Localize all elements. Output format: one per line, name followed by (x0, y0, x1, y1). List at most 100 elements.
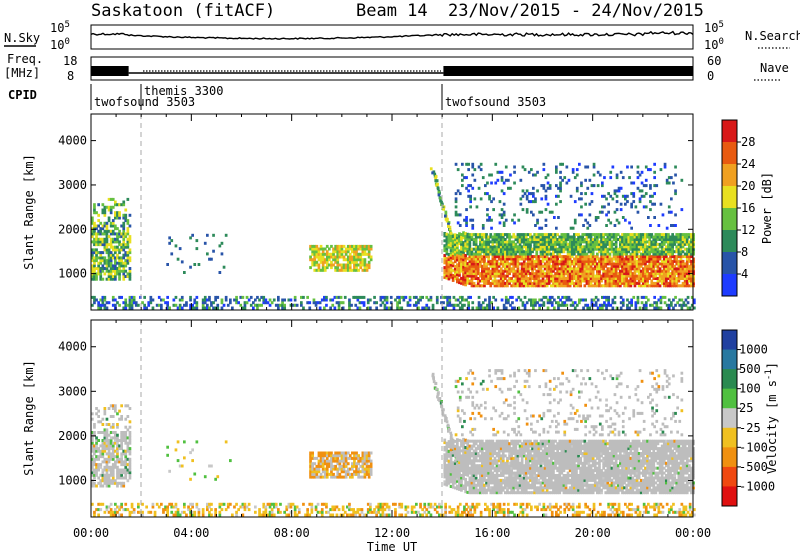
range-gate-cell (568, 296, 571, 299)
range-gate-cell (223, 304, 226, 307)
range-gate-cell (689, 307, 692, 310)
range-gate-cell (196, 440, 199, 443)
range-gate-cell (116, 450, 119, 453)
range-gate-cell (382, 301, 385, 304)
range-gate-cell (99, 307, 102, 310)
range-gate-cell (300, 304, 303, 307)
range-gate-cell (124, 452, 127, 455)
range-gate-cell (99, 420, 102, 423)
range-gate-cell (398, 299, 401, 302)
range-gate-cell (448, 299, 451, 302)
freq-strip: Freq. [MHz] 18 8 60 0 Nave (4, 52, 789, 83)
range-gate-cell (216, 475, 219, 478)
range-gate-cell (124, 214, 127, 217)
range-gate-cell (685, 304, 688, 307)
range-gate-cell (114, 259, 117, 262)
range-gate-cell (555, 184, 558, 187)
range-gate-cell (453, 296, 456, 299)
range-gate-cell (99, 463, 102, 466)
range-gate-cell (108, 460, 111, 463)
range-gate-cell (302, 307, 305, 310)
range-gate-cell (347, 470, 350, 473)
range-gate-cell (635, 304, 638, 307)
range-gate-cell (368, 261, 371, 264)
range-gate-cell (112, 296, 115, 299)
range-gate-cell (338, 304, 341, 307)
range-gate-cell (364, 258, 367, 261)
range-gate-cell (430, 299, 433, 302)
date-range: 23/Nov/2015 - 24/Nov/2015 (448, 1, 704, 21)
range-gate-cell (106, 240, 109, 243)
range-gate-cell (532, 213, 535, 216)
range-gate-cell (593, 163, 596, 166)
range-gate-cell (99, 262, 102, 265)
range-gate-cell (603, 205, 606, 208)
range-gate-cell (129, 463, 132, 466)
range-gate-cell (330, 266, 333, 269)
range-gate-cell (574, 219, 577, 222)
range-gate-cell (262, 296, 265, 299)
range-gate-cell (618, 221, 621, 224)
range-gate-cell (330, 452, 333, 455)
range-gate-cell (331, 304, 334, 307)
range-gate-cell (465, 187, 468, 190)
range-gate-cell (655, 184, 658, 187)
range-gate-cell (198, 263, 201, 266)
range-gate-cell (467, 189, 470, 192)
range-gate-cell (127, 415, 130, 418)
range-gate-cell (206, 234, 209, 237)
colorbar-swatch (722, 274, 737, 297)
range-gate-cell (461, 163, 464, 166)
range-gate-cell (95, 278, 98, 281)
range-gate-cell (637, 211, 640, 214)
range-gate-cell (486, 213, 489, 216)
nsky-trace (91, 32, 693, 40)
range-gate-cell (129, 235, 132, 238)
range-gate-cell (122, 482, 125, 485)
range-gate-cell (584, 192, 587, 195)
range-gate-cell (214, 299, 217, 302)
range-gate-cell (645, 205, 648, 208)
range-gate-cell (99, 272, 102, 275)
range-gate-cell (177, 459, 180, 462)
range-gate-cell (580, 213, 583, 216)
range-gate-cell (605, 213, 608, 216)
range-gate-cell (467, 301, 470, 304)
range-gate-cell (326, 457, 329, 460)
range-gate-cell (524, 192, 527, 195)
y-tick-label: 1000 (58, 267, 87, 281)
range-gate-cell (225, 440, 228, 443)
range-gate-cell (576, 168, 579, 171)
range-gate-cell (683, 301, 686, 304)
range-gate-cell (664, 301, 667, 304)
range-gate-cell (235, 299, 238, 302)
range-gate-cell (645, 304, 648, 307)
range-gate-cell (593, 174, 596, 177)
range-gate-cell (345, 460, 348, 463)
range-gate-cell (662, 213, 665, 216)
range-gate-cell (549, 299, 552, 302)
range-gate-cell (336, 266, 339, 269)
range-gate-cell (595, 219, 598, 222)
range-gate-cell (95, 412, 98, 415)
range-gate-cell (614, 224, 617, 227)
range-gate-cell (536, 189, 539, 192)
range-gate-cell (124, 264, 127, 267)
range-gate-cell (448, 301, 451, 304)
range-gate-cell (599, 174, 602, 177)
range-gate-cell (526, 301, 529, 304)
range-gate-cell (309, 266, 312, 269)
range-gate-cell (660, 307, 663, 310)
range-gate-cell (524, 304, 527, 307)
range-gate-cell (106, 238, 109, 241)
range-gate-cell (540, 299, 543, 302)
range-gate-cell (368, 250, 371, 253)
range-gate-cell (474, 179, 477, 182)
freq-label-line1: Freq. (7, 52, 43, 66)
freq-left-top-tick: 18 (63, 54, 77, 68)
range-gate-cell (435, 382, 438, 385)
range-gate-cell (124, 418, 127, 421)
range-gate-cell (95, 485, 98, 488)
range-gate-cell (122, 278, 125, 281)
range-gate-cell (129, 474, 132, 477)
